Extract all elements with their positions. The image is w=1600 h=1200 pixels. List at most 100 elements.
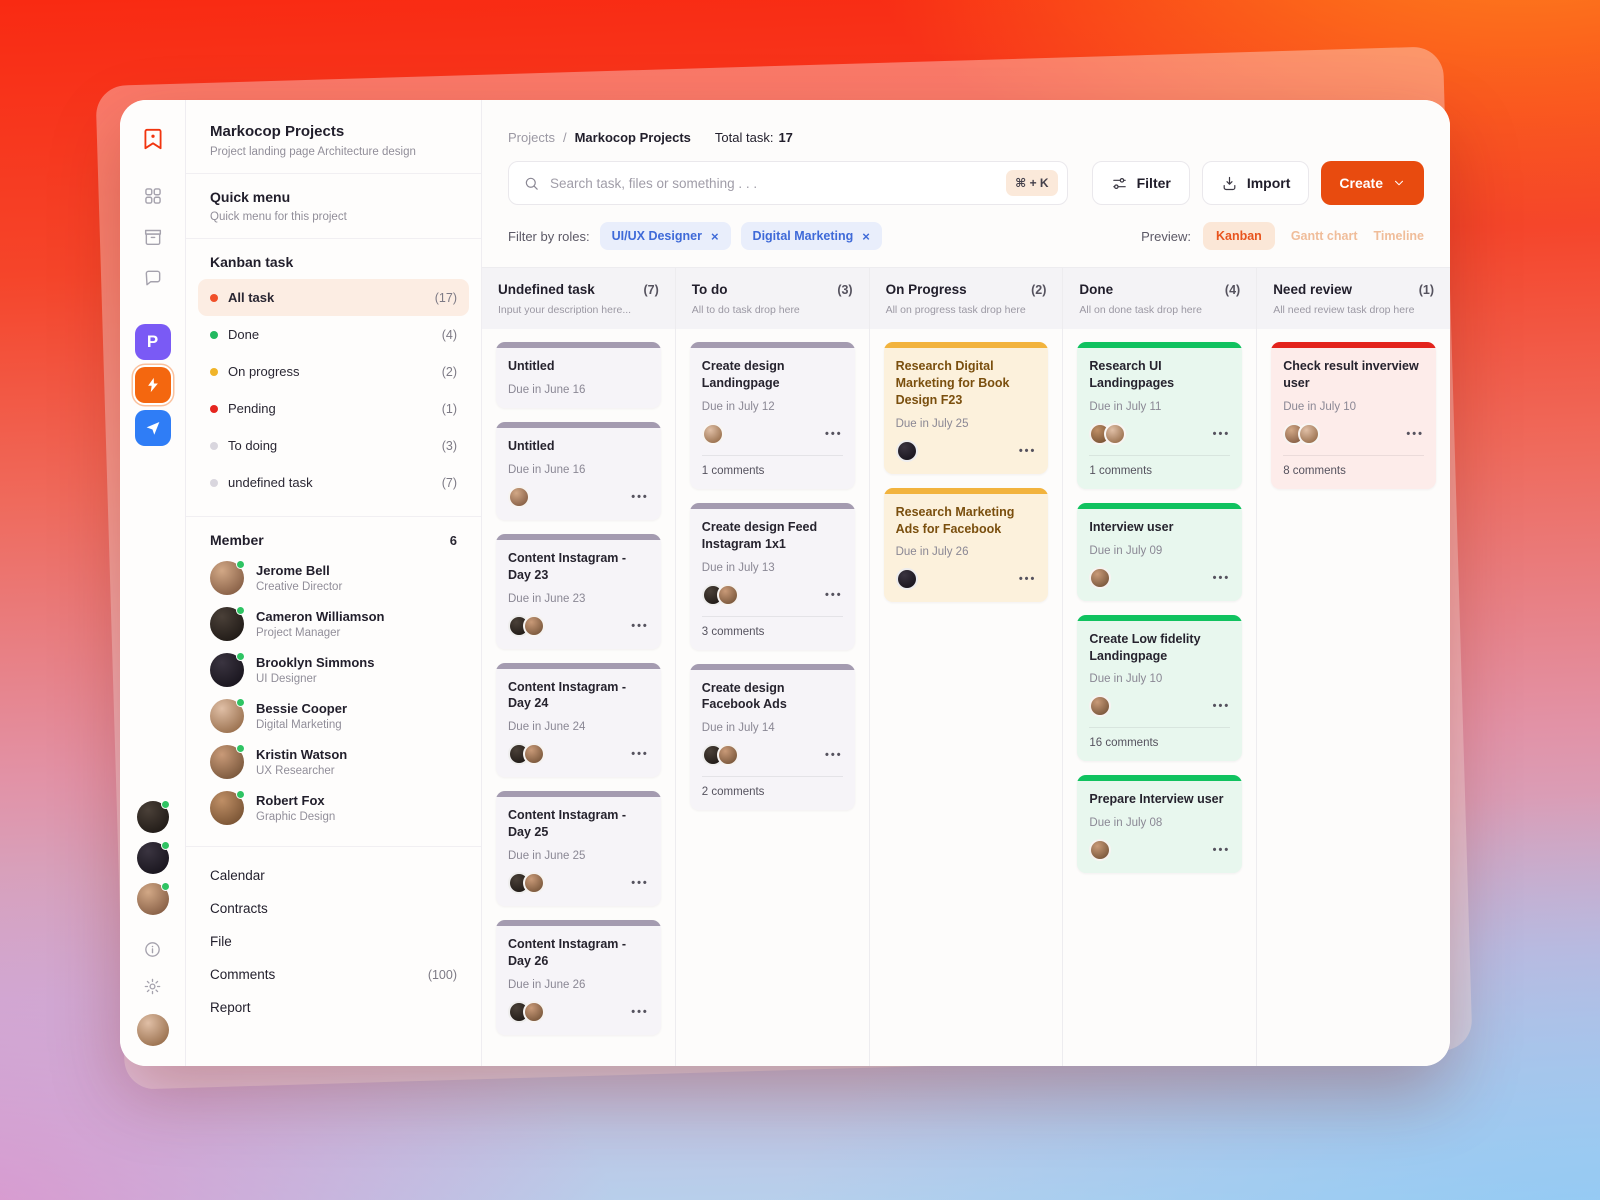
status-dot xyxy=(210,293,218,302)
card-menu-button[interactable]: ••• xyxy=(1212,844,1231,857)
column-body: Create design Landingpage Due in July 12 •… xyxy=(676,329,869,823)
app-pen-icon[interactable] xyxy=(134,410,171,446)
avatar xyxy=(1089,695,1112,718)
card-menu-button[interactable]: ••• xyxy=(631,748,649,761)
card-menu-button[interactable]: ••• xyxy=(631,1005,649,1018)
card-menu-button[interactable]: ••• xyxy=(1212,571,1231,584)
task-card[interactable]: Untitled Due in June 16 xyxy=(496,342,661,408)
task-card[interactable]: Content Instagram - Day 24 Due in June 24… xyxy=(496,662,661,778)
view-gantt-chart[interactable]: Gantt chart xyxy=(1290,229,1358,243)
card-accent-bar xyxy=(883,487,1049,494)
member-name: Kristin Watson xyxy=(256,747,348,762)
column-subtitle: All on done task drop here xyxy=(1079,304,1202,316)
filter-button[interactable]: Filter xyxy=(1091,161,1190,205)
gear-icon[interactable] xyxy=(143,976,163,996)
card-due-date: Due in June 26 xyxy=(508,978,586,991)
kanban-filter-count: (17) xyxy=(434,290,457,305)
kanban-filter-pending[interactable]: Pending (1) xyxy=(198,390,469,427)
grid-icon[interactable] xyxy=(143,186,163,206)
kanban-board: Undefined task (7) Input your description … xyxy=(482,267,1450,1066)
member-text: Brooklyn Simmons UI Designer xyxy=(256,655,374,685)
workspace-avatar[interactable] xyxy=(136,841,170,874)
card-comments-count: 1 comments xyxy=(701,454,843,477)
card-menu-button[interactable]: ••• xyxy=(1018,573,1037,586)
task-card[interactable]: Untitled Due in June 16 ••• xyxy=(496,421,661,520)
task-card[interactable]: Research Digital Marketing for Book Desi… xyxy=(883,342,1049,474)
task-card[interactable]: Check result inverview user Due in July 1… xyxy=(1271,342,1436,489)
task-card[interactable]: Prepare Interview user Due in July 08 ••• xyxy=(1077,775,1243,874)
task-card[interactable]: Create Low fidelity Landingpage Due in Ju… xyxy=(1077,614,1243,762)
search-input[interactable] xyxy=(550,175,997,191)
role-chip-ui-ux-designer[interactable]: UI/UX Designer × xyxy=(599,222,731,250)
card-menu-button[interactable]: ••• xyxy=(631,490,649,503)
close-icon[interactable]: × xyxy=(862,228,870,244)
card-menu-button[interactable]: ••• xyxy=(825,427,843,440)
member-row[interactable]: Bessie Cooper Digital Marketing xyxy=(210,693,457,739)
column-body: Check result inverview user Due in July 1… xyxy=(1257,329,1450,502)
card-menu-button[interactable]: ••• xyxy=(1406,427,1424,440)
member-name: Cameron Williamson xyxy=(256,609,385,624)
kanban-filter-to-doing[interactable]: To doing (3) xyxy=(198,427,469,464)
card-menu-button[interactable]: ••• xyxy=(1018,444,1037,457)
view-kanban[interactable]: Kanban xyxy=(1202,222,1275,250)
card-menu-button[interactable]: ••• xyxy=(631,877,649,889)
task-card[interactable]: Create design Landingpage Due in July 12 •… xyxy=(689,342,855,489)
sidebar-item-calendar[interactable]: Calendar xyxy=(210,859,457,892)
card-menu-button[interactable]: ••• xyxy=(1212,700,1231,713)
task-card[interactable]: Interview user Due in July 09 ••• xyxy=(1077,502,1243,601)
breadcrumb-projects[interactable]: Projects xyxy=(508,130,555,145)
column-header: On Progress (2) All on progress task drop … xyxy=(869,268,1063,329)
workspace-avatar[interactable] xyxy=(136,882,170,915)
create-button[interactable]: Create xyxy=(1321,161,1424,205)
sidebar-item-file[interactable]: File xyxy=(210,925,457,958)
card-due-date: Due in June 25 xyxy=(508,850,586,862)
card-content: Content Instagram - Day 25 Due in June 25… xyxy=(496,797,661,906)
sidebar-item-comments[interactable]: Comments (100) xyxy=(210,958,457,991)
view-timeline[interactable]: Timeline xyxy=(1373,229,1424,243)
card-menu-button[interactable]: ••• xyxy=(631,619,649,632)
card-content: Research Digital Marketing for Book Desi… xyxy=(884,348,1049,474)
import-button[interactable]: Import xyxy=(1201,161,1310,205)
box-icon[interactable] xyxy=(143,227,163,247)
kanban-filter-done[interactable]: Done (4) xyxy=(198,316,469,353)
task-card[interactable]: Create design Feed Instagram 1x1 Due in J… xyxy=(689,502,855,650)
role-chip-digital-marketing[interactable]: Digital Marketing × xyxy=(740,222,882,250)
filter-by-roles-label: Filter by roles: xyxy=(508,228,590,244)
member-row[interactable]: Robert Fox Graphic Design xyxy=(210,785,457,831)
sidebar-item-contracts[interactable]: Contracts xyxy=(210,892,457,925)
app-logo-icon[interactable] xyxy=(140,126,166,152)
task-card[interactable]: Content Instagram - Day 23 Due in June 23… xyxy=(496,533,661,649)
member-row[interactable]: Jerome Bell Creative Director xyxy=(210,555,457,601)
info-icon[interactable] xyxy=(143,939,163,959)
card-content: Prepare Interview user Due in July 08 ••• xyxy=(1077,781,1242,873)
sidebar-item-report[interactable]: Report xyxy=(210,991,457,1024)
member-row[interactable]: Cameron Williamson Project Manager xyxy=(210,601,457,647)
quick-menu[interactable]: Quick menu Quick menu for this project xyxy=(186,174,481,239)
card-title: Create design Feed Instagram 1x1 xyxy=(701,519,818,551)
search-bar[interactable]: ⌘ + K xyxy=(508,161,1068,205)
task-card[interactable]: Content Instagram - Day 25 Due in June 25… xyxy=(496,791,661,906)
user-avatar[interactable] xyxy=(136,1014,169,1046)
card-menu-button[interactable]: ••• xyxy=(1212,427,1231,440)
search-shortcut-badge: ⌘ + K xyxy=(1006,170,1058,196)
member-row[interactable]: Brooklyn Simmons UI Designer xyxy=(210,647,457,693)
chat-icon[interactable] xyxy=(143,268,163,288)
kanban-filter-undefined-task[interactable]: undefined task (7) xyxy=(198,464,469,501)
card-menu-button[interactable]: ••• xyxy=(825,749,843,762)
column-subtitle: Input your description here... xyxy=(498,304,632,316)
card-menu-button[interactable]: ••• xyxy=(825,588,843,601)
task-card[interactable]: Research UI Landingpages Due in July 11 ••… xyxy=(1077,342,1243,489)
kanban-filter-on-progress[interactable]: On progress (2) xyxy=(198,353,469,390)
member-row[interactable]: Kristin Watson UX Researcher xyxy=(210,739,457,785)
kanban-filter-all-task[interactable]: All task (17) xyxy=(198,279,469,316)
card-accent-bar xyxy=(1077,342,1243,348)
task-card[interactable]: Create design Facebook Ads Due in July 14… xyxy=(689,663,855,811)
task-card[interactable]: Research Marketing Ads for Facebook Due i… xyxy=(883,487,1049,603)
card-content: Content Instagram - Day 23 Due in June 23… xyxy=(496,540,661,649)
workspace-avatar[interactable] xyxy=(136,800,170,833)
task-card[interactable]: Content Instagram - Day 26 Due in June 26… xyxy=(496,920,661,1035)
app-flash-icon[interactable] xyxy=(134,367,171,403)
app-p-icon[interactable]: P xyxy=(134,324,171,360)
role-chip-label: Digital Marketing xyxy=(752,229,854,243)
close-icon[interactable]: × xyxy=(710,228,719,244)
